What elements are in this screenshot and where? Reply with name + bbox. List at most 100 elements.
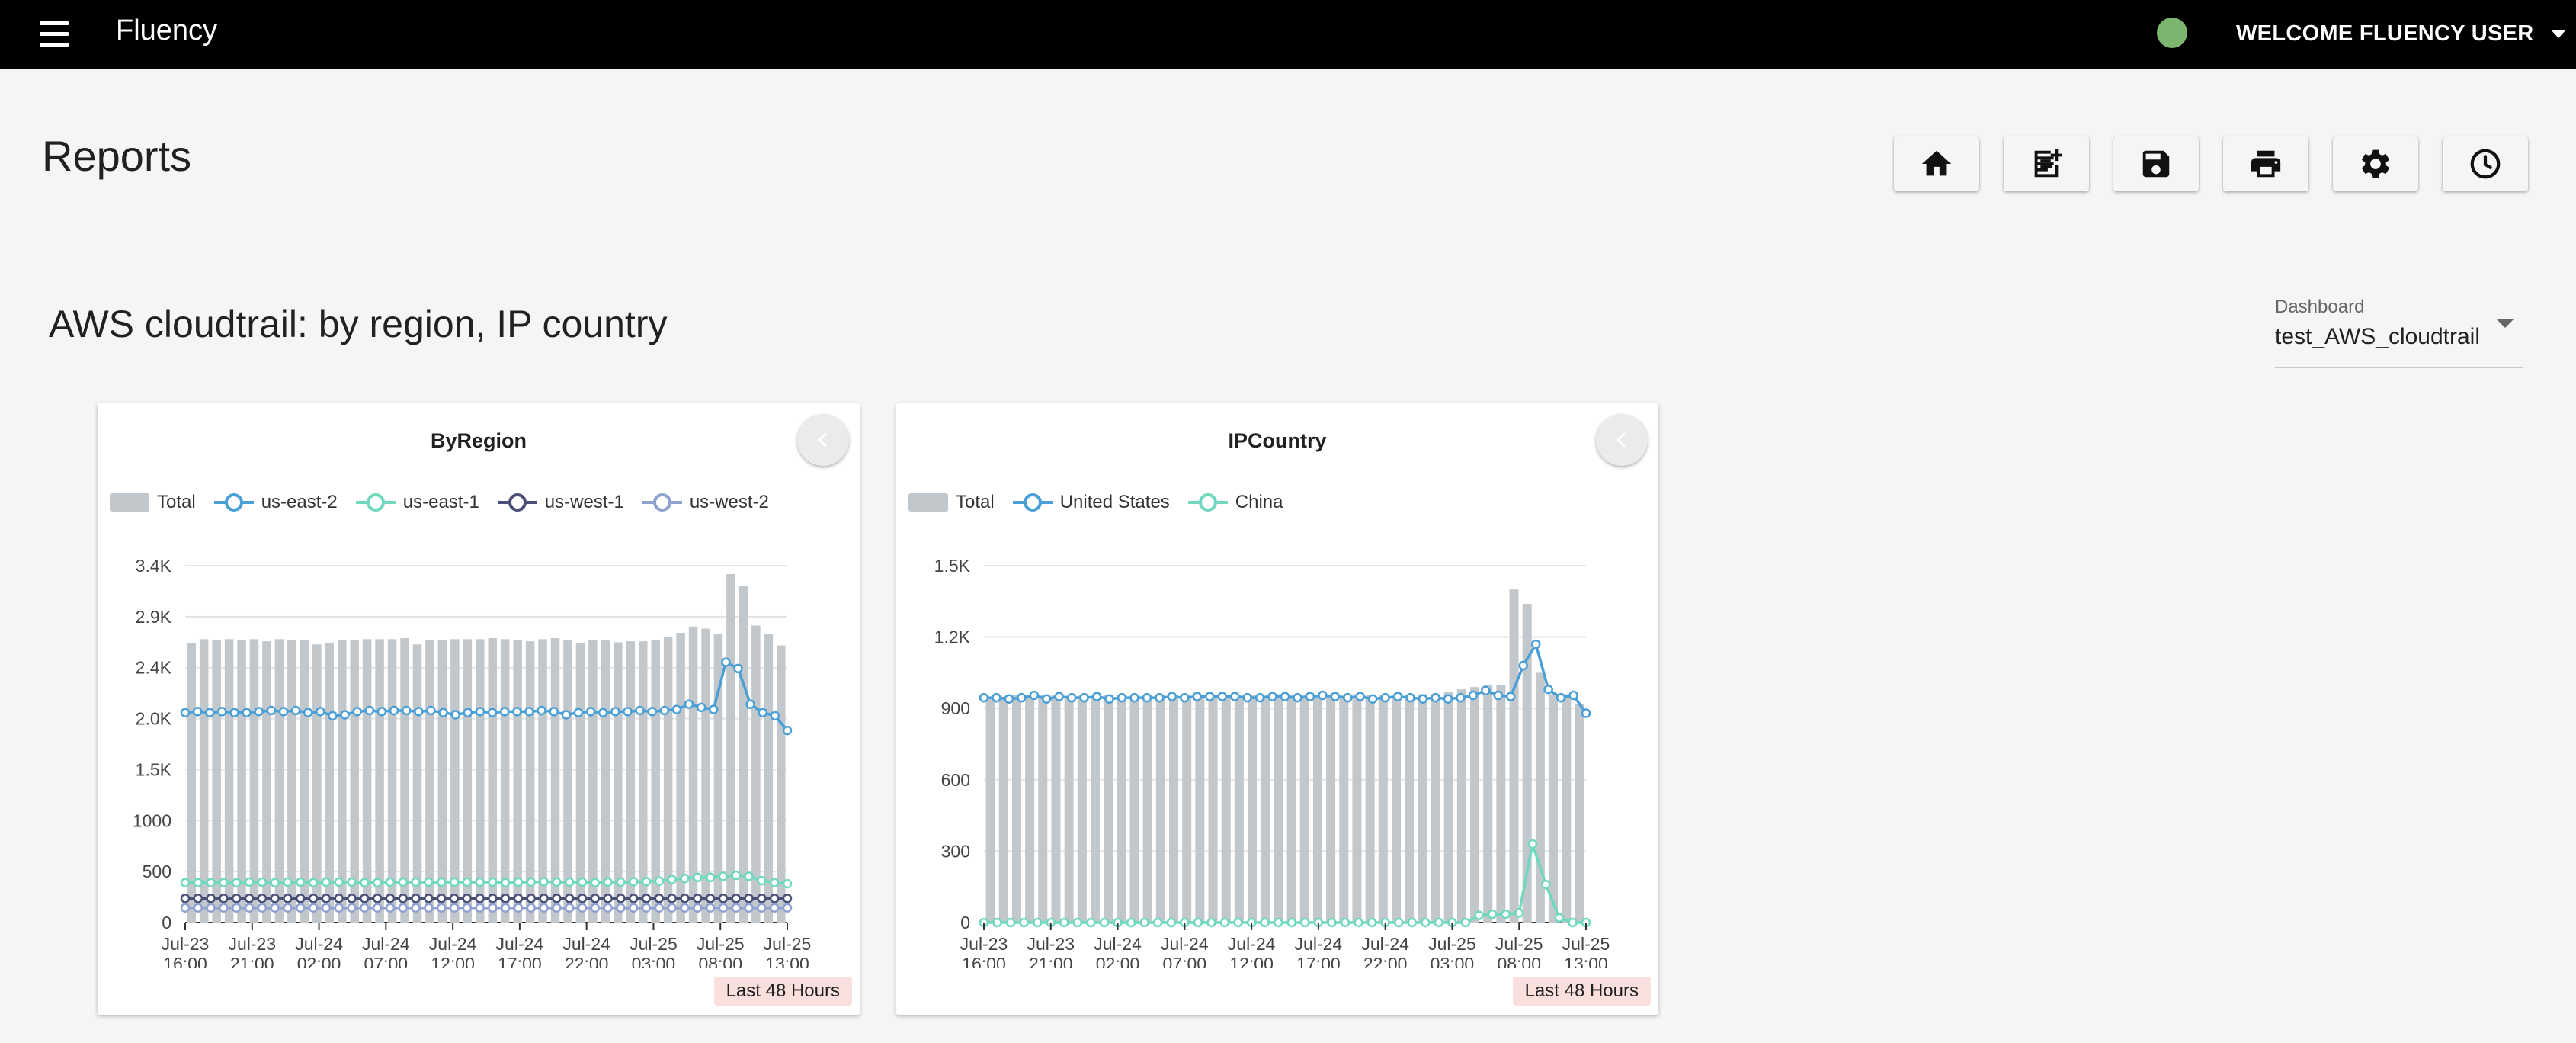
x-tick-label: 07:00 — [1163, 954, 1207, 968]
bar — [187, 643, 196, 923]
series-point — [1072, 917, 1083, 928]
series-point — [598, 708, 608, 717]
series-point — [526, 894, 537, 903]
series-point — [769, 903, 780, 913]
bar — [1378, 695, 1388, 923]
user-menu[interactable]: WELCOME FLUENCY USER — [2236, 17, 2566, 50]
series-point — [718, 903, 729, 913]
series-point — [296, 877, 306, 887]
series-point — [1293, 692, 1302, 703]
bar — [1562, 694, 1572, 923]
save-button[interactable] — [2113, 136, 2199, 191]
series-point — [1059, 917, 1069, 928]
bar — [1090, 696, 1100, 923]
bar — [437, 640, 447, 923]
series-point — [1254, 692, 1265, 703]
series-point — [316, 707, 325, 717]
settings-button[interactable] — [2333, 136, 2418, 191]
x-tick-label: Jul-25 — [764, 934, 812, 954]
series-point — [206, 894, 216, 903]
bar — [663, 637, 673, 923]
y-tick-label: 600 — [941, 770, 970, 790]
bar — [1155, 695, 1165, 923]
series-point — [270, 878, 280, 887]
series-point — [1367, 694, 1378, 704]
legend-item-us-west-1[interactable]: us-west-1 — [497, 492, 624, 513]
series-point — [398, 877, 408, 887]
series-point — [1066, 692, 1077, 703]
history-button[interactable] — [2443, 136, 2528, 191]
bar — [412, 644, 422, 923]
bar — [575, 643, 585, 923]
hamburger-menu-icon[interactable] — [38, 18, 72, 50]
series-point — [500, 878, 511, 887]
x-tick-label: 13:00 — [765, 954, 809, 968]
series-point — [616, 894, 626, 903]
bar — [1365, 695, 1375, 923]
x-tick-label: 22:00 — [565, 954, 609, 968]
legend-item-total[interactable]: Total — [908, 492, 995, 513]
dashboard-select[interactable]: Dashboard test_AWS_cloudtrail — [2275, 294, 2523, 368]
series-point — [266, 705, 277, 716]
series-point — [204, 708, 215, 717]
series-point — [398, 894, 408, 903]
legend-item-us-east-1[interactable]: us-east-1 — [355, 492, 479, 513]
line-swatch-icon — [1012, 493, 1053, 512]
series-point — [733, 663, 743, 674]
series-point — [340, 710, 350, 720]
series-point — [270, 894, 280, 903]
bar — [1483, 685, 1493, 923]
series-point — [244, 903, 255, 913]
bar-swatch-icon — [110, 493, 149, 512]
bar — [1221, 695, 1231, 923]
series-point — [321, 903, 332, 913]
series-point — [308, 878, 319, 887]
legend-item-united-states[interactable]: United States — [1012, 492, 1170, 513]
collapse-button[interactable] — [797, 414, 849, 466]
series-point — [1273, 917, 1283, 928]
series-point — [731, 903, 742, 913]
series-point — [347, 903, 357, 913]
x-tick-label: 03:00 — [632, 954, 676, 968]
series-point — [385, 903, 396, 913]
series-point — [308, 903, 319, 913]
bar — [563, 640, 572, 923]
series-point — [1568, 917, 1578, 928]
series-point — [671, 704, 682, 714]
series-point — [731, 894, 742, 903]
bar — [1431, 694, 1440, 923]
series-point — [603, 903, 613, 913]
welcome-user-label: WELCOME FLUENCY USER — [2236, 21, 2534, 46]
print-button[interactable] — [2223, 136, 2308, 191]
series-point — [782, 878, 793, 889]
bar — [362, 639, 372, 923]
series-point — [512, 707, 522, 717]
series-point — [731, 870, 742, 881]
add-report-button[interactable] — [2004, 136, 2089, 191]
series-point — [1487, 909, 1498, 919]
series-point — [450, 710, 460, 720]
clock-icon — [2470, 149, 2501, 179]
series-point — [1217, 692, 1227, 701]
series-point — [1541, 879, 1551, 890]
series-point — [411, 877, 421, 887]
legend-item-total[interactable]: Total — [110, 492, 196, 513]
series-point — [770, 711, 780, 721]
series-point — [549, 707, 559, 717]
series-point — [1530, 639, 1541, 650]
series-point — [449, 894, 460, 903]
series-point — [1017, 692, 1027, 703]
series-point — [488, 894, 498, 903]
collapse-button[interactable] — [1596, 414, 1648, 466]
home-button[interactable] — [1894, 136, 1979, 191]
bar — [1195, 696, 1205, 923]
bar — [1248, 695, 1258, 923]
series-point — [1233, 917, 1243, 928]
bar — [538, 639, 547, 923]
legend-item-us-east-2[interactable]: us-east-2 — [213, 492, 338, 513]
legend-item-china[interactable]: China — [1187, 492, 1283, 513]
x-tick-label: 08:00 — [1497, 954, 1541, 968]
series-point — [217, 707, 227, 717]
legend-item-us-west-2[interactable]: us-west-2 — [642, 492, 769, 513]
x-tick-label: Jul-25 — [697, 934, 745, 954]
